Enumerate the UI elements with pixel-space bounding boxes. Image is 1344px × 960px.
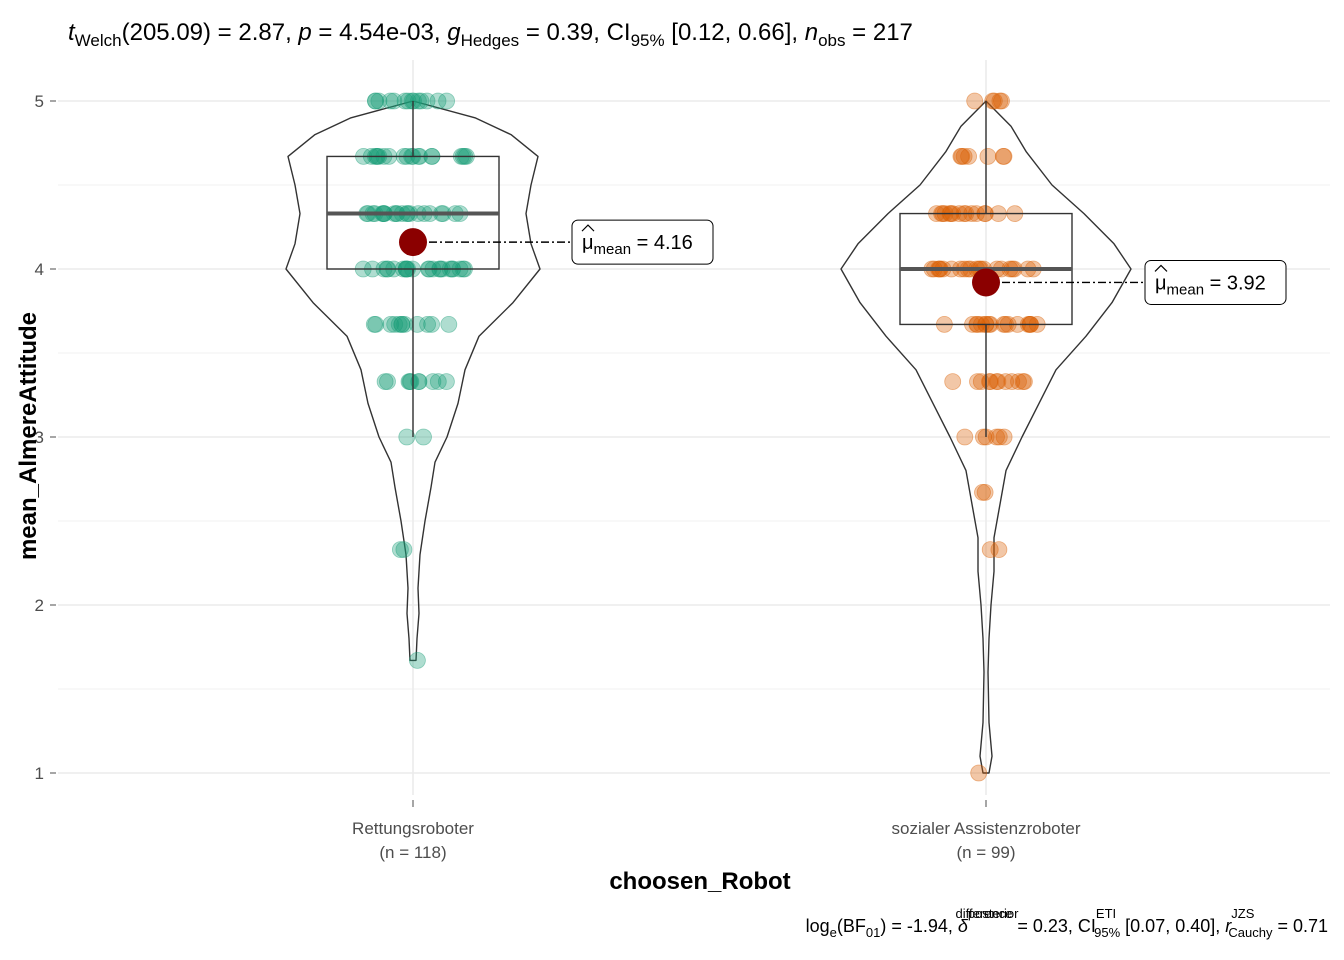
data-point xyxy=(418,92,436,110)
data-point xyxy=(995,147,1013,165)
mean-point xyxy=(399,228,427,257)
mean-label-box xyxy=(1144,259,1287,305)
grid-lines xyxy=(58,60,1330,795)
data-point xyxy=(379,373,396,391)
data-point xyxy=(975,428,992,446)
x-axis-title: choosen_Robot xyxy=(609,868,790,895)
boxplots xyxy=(326,101,1073,437)
data-point xyxy=(399,92,417,110)
data-point xyxy=(376,373,394,391)
data-point xyxy=(365,315,383,333)
y-tick-label: 3 xyxy=(35,428,44,447)
data-point xyxy=(402,373,420,391)
plot-subtitle: tWelch(205.09) = 2.87, p = 4.54e-03, gHe… xyxy=(68,19,913,50)
data-point xyxy=(382,315,400,333)
mean-label-box xyxy=(571,219,714,265)
data-point xyxy=(997,373,1014,391)
data-point xyxy=(953,147,971,165)
data-point xyxy=(438,92,456,110)
data-point xyxy=(367,315,385,333)
data-point xyxy=(995,428,1013,446)
mean-label: μmean = 3.92 xyxy=(1155,272,1266,298)
violin-2 xyxy=(840,100,1132,774)
plot-caption: loge(BF01) = -1.94, δposteriordifference… xyxy=(806,906,1328,940)
data-point xyxy=(370,92,388,110)
y-tick-label: 5 xyxy=(35,92,44,111)
data-point xyxy=(403,92,421,110)
axes: 1 2 3 4 5 Rettungsroboter (n = 118) sozialer As… xyxy=(35,92,1081,862)
violins xyxy=(285,100,1132,774)
data-point xyxy=(386,315,404,333)
data-point xyxy=(952,147,970,165)
data-point xyxy=(429,92,447,110)
data-point xyxy=(398,428,416,446)
data-point xyxy=(988,373,1005,391)
violin-1 xyxy=(285,100,541,662)
x-tick-n-label: (n = 118) xyxy=(379,843,446,862)
data-point xyxy=(1003,373,1021,391)
data-point xyxy=(391,541,409,558)
data-point xyxy=(974,483,991,501)
data-point xyxy=(984,92,1002,110)
data-point xyxy=(409,92,427,110)
data-point xyxy=(415,428,432,446)
y-axis-title: mean_AlmereAttitude xyxy=(15,312,42,560)
data-point xyxy=(944,373,962,391)
data-point xyxy=(401,373,419,391)
y-tick-label: 2 xyxy=(35,596,44,615)
data-point xyxy=(966,92,984,110)
data-point xyxy=(981,541,999,558)
data-point xyxy=(991,92,1009,110)
data-point xyxy=(366,92,384,110)
mean-markers: μmean = 4.16 μmean = 3.92 xyxy=(399,219,1287,305)
data-point xyxy=(410,373,428,391)
data-point xyxy=(956,428,974,446)
data-point xyxy=(437,373,455,391)
data-point xyxy=(408,652,426,669)
mean-hat-icon xyxy=(581,224,595,232)
data-point xyxy=(440,315,458,333)
data-point xyxy=(988,428,1005,446)
x-tick-label: Rettungsroboter xyxy=(352,819,474,838)
data-point xyxy=(990,428,1008,446)
data-point xyxy=(1010,373,1027,391)
data-point xyxy=(381,92,399,110)
data-point xyxy=(989,373,1007,391)
data-point xyxy=(990,541,1008,558)
mean-hat-icon xyxy=(1154,264,1168,272)
data-point xyxy=(390,315,408,333)
data-point xyxy=(976,483,994,501)
data-point xyxy=(395,541,413,558)
data-point xyxy=(385,92,403,110)
y-tick-label: 1 xyxy=(35,764,44,783)
data-point xyxy=(429,373,447,391)
data-point xyxy=(393,315,411,333)
data-point xyxy=(410,373,428,391)
y-tick-label: 4 xyxy=(35,260,44,279)
data-point xyxy=(970,764,988,782)
data-point xyxy=(1016,373,1033,391)
data-point xyxy=(393,315,411,333)
mean-label: μmean = 4.16 xyxy=(582,232,693,258)
x-tick-label: sozialer Assistenzroboter xyxy=(892,819,1081,838)
data-point xyxy=(424,373,442,391)
data-point xyxy=(960,147,977,165)
data-point xyxy=(423,315,441,333)
x-tick-n-label: (n = 99) xyxy=(956,843,1015,862)
data-point xyxy=(979,147,997,165)
data-point xyxy=(1014,373,1032,391)
data-point xyxy=(994,147,1012,165)
data-point xyxy=(367,92,385,110)
data-point xyxy=(955,147,973,165)
data-point xyxy=(969,373,986,391)
data-point xyxy=(993,92,1010,110)
mean-point xyxy=(972,268,1000,297)
data-point xyxy=(419,315,437,333)
